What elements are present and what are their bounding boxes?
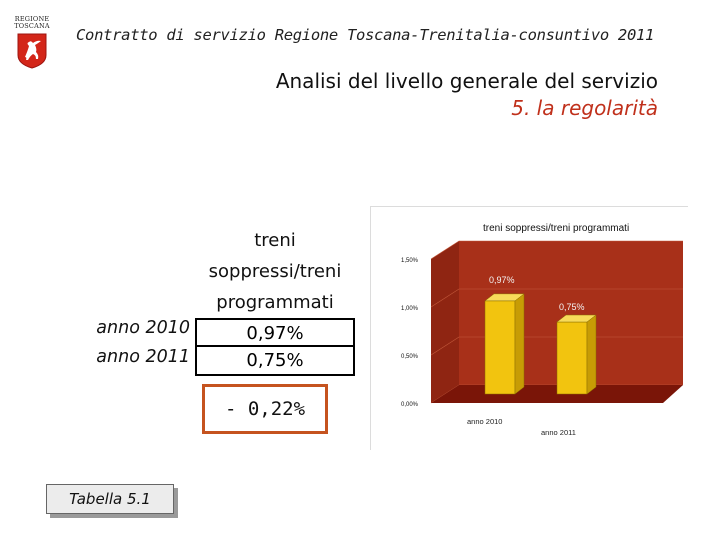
table-header-line-1: treni <box>254 230 296 251</box>
gridline-1 <box>430 336 683 356</box>
bar-top-1 <box>556 314 597 323</box>
row-label-2010: anno 2010 <box>96 318 190 338</box>
gridline-2 <box>430 288 683 308</box>
table-header-line-2: soppressi/treni <box>208 261 342 282</box>
subtitle-line-1: Analisi del livello generale del servizi… <box>275 69 658 93</box>
bar-front-0 <box>484 300 516 395</box>
bar-top-0 <box>484 293 525 302</box>
logo-line-1: REGIONE <box>14 15 50 23</box>
y-tick-label-0: 0,00% <box>401 402 419 408</box>
values-table: 0,97% 0,75% <box>195 318 355 376</box>
pegasus-shield-icon <box>17 33 47 69</box>
bar-chart: treni soppressi/treni programmati 0,00% 0,… <box>370 206 688 450</box>
chart-canvas: treni soppressi/treni programmati 0,00% 0,… <box>401 223 683 437</box>
bar-side-1 <box>586 314 597 395</box>
category-label-0: anno 2010 <box>467 417 502 426</box>
tabella-button[interactable]: Tabella 5.1 <box>46 484 174 514</box>
cell-value-2010: 0,97% <box>197 320 353 347</box>
table-header-line-3: programmati <box>216 292 334 313</box>
delta-box: - 0,22% <box>202 384 328 434</box>
chart-side-wall <box>431 241 459 403</box>
gridline-3 <box>430 240 683 260</box>
data-label-1: 0,75% <box>559 302 585 312</box>
bar-front-1 <box>556 321 588 395</box>
header-title: Contratto di servizio Regione Toscana-Tr… <box>76 26 655 44</box>
row-label-2011: anno 2011 <box>96 347 190 367</box>
data-label-0: 0,97% <box>489 275 515 285</box>
y-tick-label-1: 0,50% <box>401 354 419 360</box>
y-tick-label-3: 1,50% <box>401 258 419 264</box>
cell-value-2011: 0,75% <box>246 350 304 371</box>
section-subtitle: Analisi del livello generale del servizi… <box>276 68 658 122</box>
chart-title: treni soppressi/treni programmati <box>483 223 629 234</box>
bar-side-0 <box>514 293 525 395</box>
subtitle-line-2: 5. la regolarità <box>511 96 658 120</box>
regione-toscana-logo: REGIONE TOSCANA <box>10 16 54 72</box>
category-label-1: anno 2011 <box>541 428 576 437</box>
table-header: treni soppressi/treni programmati <box>196 225 354 318</box>
logo-line-2: TOSCANA <box>14 22 50 30</box>
y-tick-label-2: 1,00% <box>401 306 419 312</box>
